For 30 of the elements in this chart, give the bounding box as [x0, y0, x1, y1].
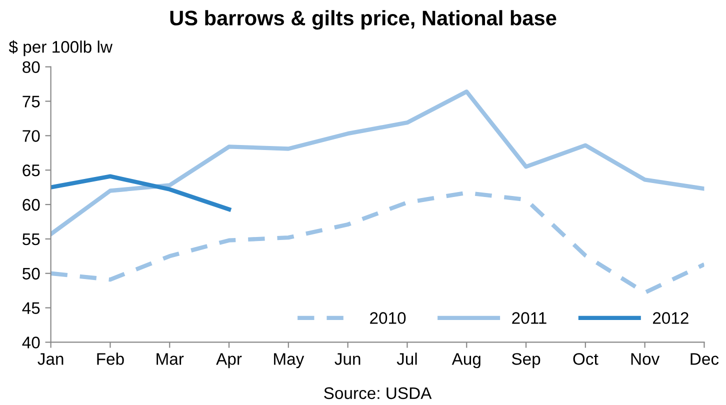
line-series	[50, 174, 232, 212]
source-note: Source: USDA	[324, 387, 432, 400]
x-tick-label: Dec	[690, 353, 719, 365]
x-tick-label: Sep	[512, 353, 540, 368]
x-tick-label: Nov	[631, 353, 660, 365]
y-tick-label: 60	[22, 198, 40, 211]
line-series	[50, 190, 704, 295]
x-tick-label: Jun	[334, 353, 360, 365]
x-tick-label: Apr	[216, 353, 242, 368]
chart-title: US barrows & gilts price, National base	[170, 10, 556, 30]
x-tick-label: Jan	[38, 353, 64, 365]
x-tick-label: Mar	[156, 353, 184, 365]
x-tick-label: May	[274, 353, 304, 368]
y-axis-title: $ per 100lb lw	[8, 40, 113, 56]
legend-label: 2010	[370, 312, 406, 324]
x-tick-label: Oct	[573, 353, 598, 365]
y-tick-label: 80	[22, 61, 40, 74]
y-tick-label: 75	[22, 96, 40, 108]
y-tick-label: 50	[22, 268, 40, 280]
line-series	[50, 90, 704, 236]
legend-label: 2012	[652, 312, 688, 324]
y-tick-label: 45	[22, 302, 40, 314]
y-tick-label: 40	[22, 336, 40, 348]
y-tick-label: 65	[22, 164, 40, 176]
y-tick-label: 55	[22, 234, 40, 246]
x-tick-label: Jul	[396, 352, 417, 365]
x-tick-label: Aug	[452, 353, 480, 368]
legend-label: 2011	[512, 312, 546, 324]
y-tick-label: 70	[22, 130, 40, 142]
x-tick-label: Feb	[97, 352, 124, 365]
